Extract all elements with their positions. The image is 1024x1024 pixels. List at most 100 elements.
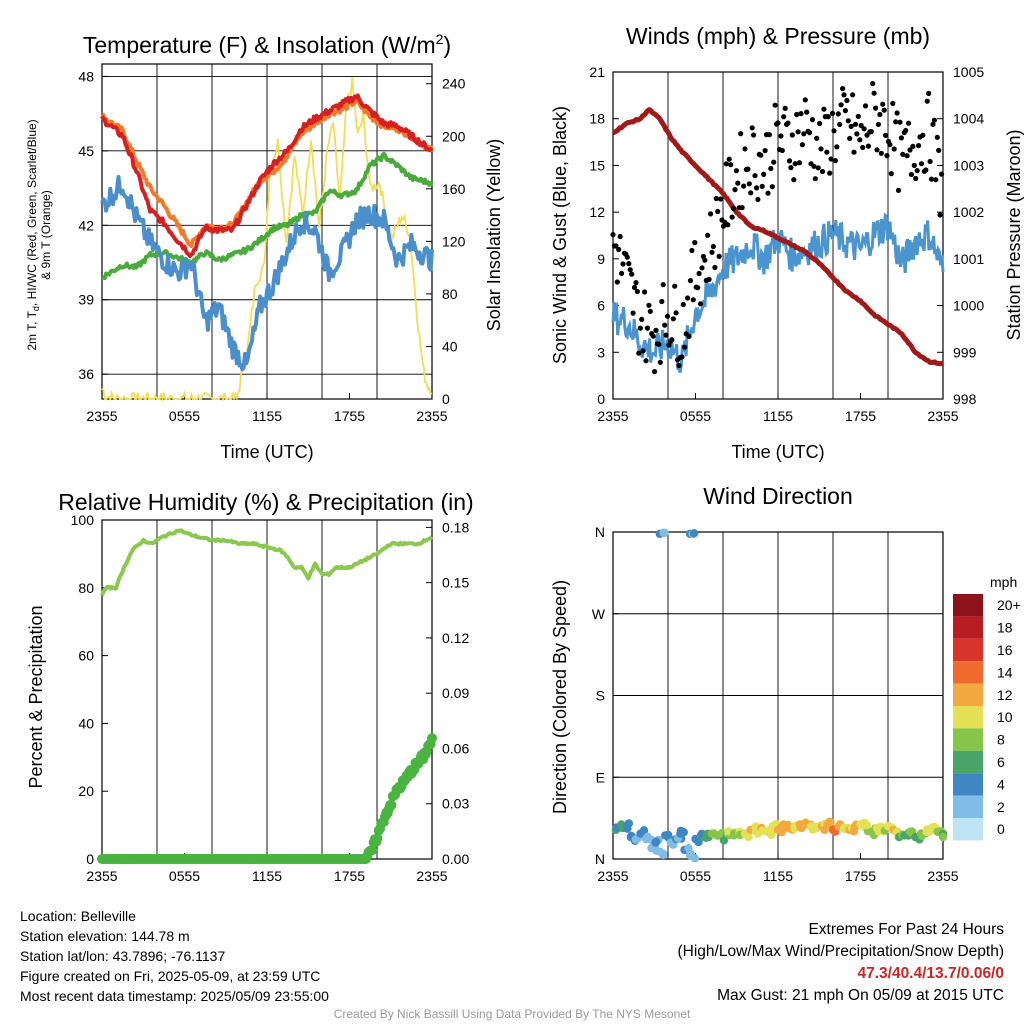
station-location: Location: Belleville xyxy=(20,908,136,924)
gust-point xyxy=(933,177,939,183)
legend-label: 14 xyxy=(997,664,1013,680)
gust-point xyxy=(650,333,656,339)
winds-y-tick-label: 21 xyxy=(589,64,605,80)
gust-point xyxy=(765,190,771,196)
station-latlon: Station lat/lon: 43.7896; -76.1137 xyxy=(20,948,226,964)
gust-point xyxy=(874,147,880,153)
gust-point xyxy=(897,119,903,125)
gust-point xyxy=(614,279,620,285)
gust-point xyxy=(748,190,754,196)
precip-point xyxy=(372,833,383,844)
gust-point xyxy=(796,160,803,166)
humidity-y-tick-label: 100 xyxy=(71,512,95,528)
gust-point xyxy=(884,153,890,159)
extremes-subtitle: (High/Low/Max Wind/Precipitation/Snow De… xyxy=(677,943,1005,960)
gust-point xyxy=(751,132,757,138)
station-info: Location: Belleville Station elevation: … xyxy=(20,906,329,1006)
gust-point xyxy=(865,143,872,149)
wind-direction-point xyxy=(623,824,632,833)
gust-point xyxy=(937,212,943,218)
wind-direction-y-axis-label: Direction (Colored By Speed) xyxy=(550,580,570,814)
precip-y-right-tick-label: 0.15 xyxy=(442,575,469,591)
gust-point xyxy=(753,185,760,191)
humidity-y-tick-label: 40 xyxy=(78,715,94,731)
gust-point xyxy=(739,205,745,211)
gust-point xyxy=(936,147,942,153)
pressure-y-right-tick-label: 1000 xyxy=(953,298,984,314)
gust-point xyxy=(835,111,841,117)
gust-point xyxy=(818,146,824,152)
gust-point xyxy=(715,208,721,215)
gust-point xyxy=(659,298,665,305)
gust-point xyxy=(629,271,635,277)
gust-point xyxy=(804,109,810,115)
gust-point xyxy=(686,333,692,339)
gust-point xyxy=(699,265,705,271)
legend-swatch xyxy=(953,661,983,684)
wind-direction-x-tick-label: 1755 xyxy=(845,868,876,884)
temperature-insolation-panel: Temperature (F) & Insolation (W/m2) Time… xyxy=(25,31,504,462)
gust-point xyxy=(881,107,887,113)
legend-label: 20+ xyxy=(997,597,1021,613)
gust-point xyxy=(781,114,787,120)
winds-y-tick-label: 0 xyxy=(597,391,605,407)
gust-point xyxy=(877,111,883,118)
gust-point xyxy=(669,337,675,343)
gust-point xyxy=(827,170,833,176)
wind-direction-point xyxy=(659,850,668,860)
gust-point xyxy=(841,92,847,98)
gust-point xyxy=(857,137,863,143)
wind-direction-panel: Wind Direction Direction (Colored By Spe… xyxy=(550,483,1017,814)
winds-y-tick-label: 18 xyxy=(589,111,605,127)
humidity-y-tick-label: 20 xyxy=(78,783,94,799)
wind-direction-y-tick-label: W xyxy=(592,606,606,622)
legend-label: 8 xyxy=(997,732,1005,748)
gust-point xyxy=(848,123,854,129)
temperature-y-tick-label: 48 xyxy=(78,68,94,84)
gust-point xyxy=(792,161,798,167)
gust-point xyxy=(733,168,740,174)
gust-point xyxy=(689,247,695,254)
gust-point xyxy=(718,196,724,202)
wind-direction-point xyxy=(826,818,835,827)
gust-point xyxy=(709,249,715,255)
gust-point xyxy=(883,132,889,138)
pressure-y-right-tick-label: 1002 xyxy=(953,204,984,220)
gust-point xyxy=(910,143,916,149)
winds-x-tick-label: 1155 xyxy=(763,408,793,424)
gust-point xyxy=(643,358,649,364)
solar-y-right-tick-label: 120 xyxy=(442,233,466,249)
gust-point xyxy=(713,195,719,202)
station-elevation: Station elevation: 144.78 m xyxy=(20,928,190,944)
gust-point xyxy=(778,133,784,139)
gust-point xyxy=(695,285,701,291)
gust-point xyxy=(920,132,926,138)
gust-point xyxy=(652,369,658,375)
gust-point xyxy=(706,276,712,282)
temperature-y-axis-label: 2m T, Td, HI/WC (Red, Green, Scarlet/Blu… xyxy=(25,119,53,350)
wind-direction-x-tick-label: 2355 xyxy=(597,868,628,884)
humidity-y-tick-label: 60 xyxy=(78,648,94,664)
wind-direction-point xyxy=(689,529,699,538)
gust-point xyxy=(682,344,688,350)
gust-point xyxy=(662,322,668,328)
solar-y-right-tick-label: 40 xyxy=(442,338,458,354)
gust-point xyxy=(893,119,899,125)
gust-point xyxy=(644,325,651,331)
gust-point xyxy=(860,144,866,151)
pressure-y-right-tick-label: 999 xyxy=(953,344,977,360)
gust-point xyxy=(646,302,652,308)
title-superscript: 2 xyxy=(436,31,444,47)
gust-point xyxy=(702,257,708,263)
wind-direction-x-tick-label: 2355 xyxy=(927,868,958,884)
wind-direction-y-tick-label: E xyxy=(596,769,605,785)
gust-point xyxy=(672,283,678,289)
gust-point xyxy=(616,246,622,253)
gust-point xyxy=(670,316,676,322)
gust-point xyxy=(716,253,722,259)
gust-point xyxy=(844,97,850,104)
figure-created: Figure created on Fri, 2025-05-09, at 23… xyxy=(20,968,321,984)
gust-point xyxy=(636,350,642,356)
gust-point xyxy=(630,310,636,316)
gust-point xyxy=(631,284,638,291)
